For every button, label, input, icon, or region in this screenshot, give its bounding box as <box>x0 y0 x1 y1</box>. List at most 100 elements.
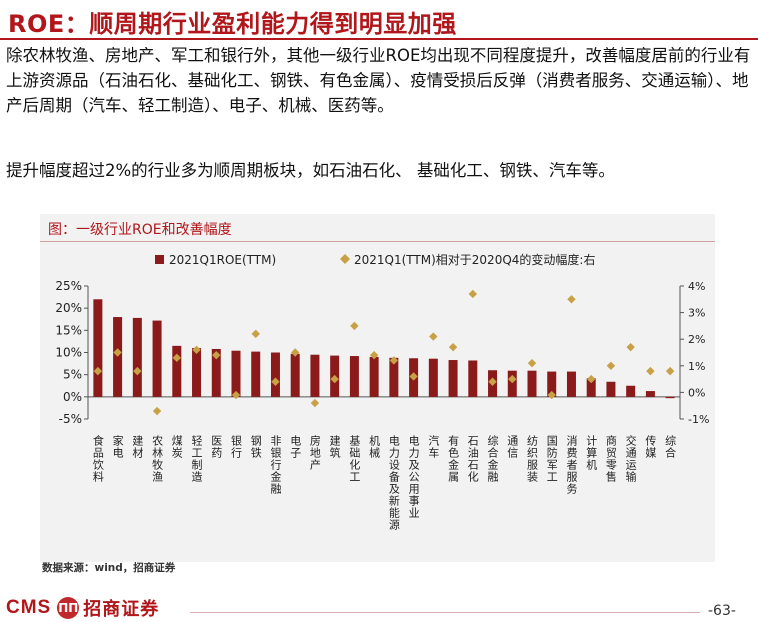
category-label: 综合金融 <box>486 434 499 483</box>
bar <box>606 381 616 397</box>
bar <box>369 356 379 397</box>
category-label: 非银行金融 <box>269 435 282 495</box>
scatter-point <box>448 342 458 352</box>
category-label: 轻工制造 <box>190 434 203 483</box>
bar <box>113 317 123 397</box>
bar <box>132 317 142 397</box>
logo-emblem-icon: ΠΠ <box>57 597 80 619</box>
chart-legend: 2021Q1ROE(TTM) 2021Q1(TTM)相对于2020Q4的变动幅度:… <box>155 252 595 267</box>
left-axis-tick-label: 10% <box>55 346 82 360</box>
scatter-point <box>547 390 556 400</box>
bar <box>468 360 478 397</box>
logo-text-en: CMS <box>6 597 52 618</box>
bar <box>665 396 675 399</box>
right-axis-tick-label: 3% <box>688 307 705 320</box>
scatter-point <box>310 398 320 408</box>
category-label: 煤炭 <box>170 435 183 459</box>
bar <box>310 354 320 397</box>
category-label: 机械 <box>368 434 381 459</box>
bar <box>626 385 636 397</box>
category-label: 建材 <box>131 434 144 459</box>
category-label: 家电 <box>111 434 124 459</box>
category-label: 农林牧渔 <box>151 434 164 483</box>
scatter-point <box>587 374 596 384</box>
category-label: 医药 <box>210 435 223 459</box>
category-label: 计算机 <box>585 435 598 471</box>
company-logo: CMS ΠΠ 招商证券 <box>6 596 159 620</box>
left-axis-tick-label: 5% <box>63 368 82 382</box>
right-axis-tick-label: 4% <box>688 280 705 293</box>
bar <box>507 370 517 397</box>
scatter-point <box>152 406 162 416</box>
category-label: 通信 <box>506 435 519 459</box>
scatter-point <box>231 390 241 400</box>
category-label: 房地产 <box>308 435 321 471</box>
bar <box>428 358 438 397</box>
bar <box>270 352 280 397</box>
scatter-point <box>389 356 399 365</box>
category-label: 银行 <box>230 434 243 459</box>
bar <box>251 351 261 397</box>
category-label: 食品饮料 <box>91 434 104 483</box>
scatter-point <box>192 345 201 355</box>
figure-title-divider <box>40 241 715 242</box>
category-label: 交通运输 <box>624 434 637 483</box>
right-axis-tick-label: 2% <box>688 333 705 346</box>
left-axis-tick-label: 20% <box>55 301 82 315</box>
scatter-point <box>646 366 655 376</box>
bar-series <box>93 299 675 399</box>
category-label: 消费者服务 <box>565 434 578 495</box>
bar <box>93 299 103 397</box>
right-axis-tick-label: -1% <box>688 413 709 426</box>
page-number: -63- <box>708 603 736 619</box>
left-axis-tick-label: -5% <box>59 412 82 426</box>
legend-swatch-change <box>340 254 350 264</box>
bar <box>448 360 458 397</box>
scatter-point <box>330 374 339 384</box>
scatter-point <box>626 342 635 352</box>
legend-label-change: 2021Q1(TTM)相对于2020Q4的变动幅度:右 <box>354 252 595 267</box>
scatter-point <box>488 377 497 386</box>
category-label: 商贸零售 <box>604 434 617 483</box>
left-axis-tick-label: 0% <box>63 390 82 404</box>
legend-label-roe: 2021Q1ROE(TTM) <box>169 253 276 267</box>
scatter-point <box>665 366 675 376</box>
paragraph-2: 提升幅度超过2%的行业多为顺周期板块，如石油石化、 基础化工、钢铁、汽车等。 <box>6 161 615 180</box>
scatter-point <box>429 332 438 341</box>
roe-chart: 2021Q1ROE(TTM) 2021Q1(TTM)相对于2020Q4的变动幅度:… <box>55 252 709 531</box>
left-axis-tick-label: 15% <box>55 323 82 337</box>
category-label: 石油石化 <box>466 435 479 483</box>
bar <box>389 357 399 397</box>
category-label: 国防军工 <box>545 435 558 483</box>
logo-text-cn: 招商证券 <box>83 599 160 620</box>
bar <box>527 370 537 397</box>
category-label: 有色金属 <box>447 434 460 483</box>
title-underline <box>0 38 758 40</box>
category-label: 建筑 <box>328 434 341 459</box>
figure-title: 图：一级行业ROE和改善幅度 <box>48 222 232 238</box>
scatter-point <box>527 358 537 368</box>
scatter-point <box>113 348 122 357</box>
scatter-point <box>606 361 616 370</box>
category-label: 电力及公用事业 <box>407 435 420 519</box>
legend-swatch-roe <box>155 255 164 264</box>
category-label: 基础化工 <box>348 435 361 483</box>
scatter-point <box>271 377 280 386</box>
bar <box>586 378 596 397</box>
scatter-point <box>468 289 477 299</box>
data-source-note: 数据来源：wind，招商证券 <box>42 562 176 574</box>
bar <box>290 353 300 397</box>
scatter-point <box>212 350 221 360</box>
bar <box>152 320 162 397</box>
category-labels: 食品饮料 家电 建材 农林牧渔 煤炭 轻工制造 医药 银行 钢铁 非银行金融 电子 房地产 建筑 基础化工… <box>91 434 676 531</box>
bar <box>547 371 557 397</box>
category-label: 纺织服装 <box>526 434 539 483</box>
right-axis-tick-label: 0% <box>688 386 705 399</box>
scatter-point <box>133 366 142 376</box>
scatter-point <box>291 348 300 357</box>
paragraph-1: 除农林牧渔、房地产、军工和银行外，其他一级行业ROE均出现不同程度提升，改善幅度… <box>6 46 751 115</box>
title-bar: ROE：顺周期行业盈利能力得到明显加强 <box>0 0 758 38</box>
category-label: 电子 <box>289 435 302 459</box>
bar <box>349 356 359 397</box>
bar <box>192 348 202 397</box>
